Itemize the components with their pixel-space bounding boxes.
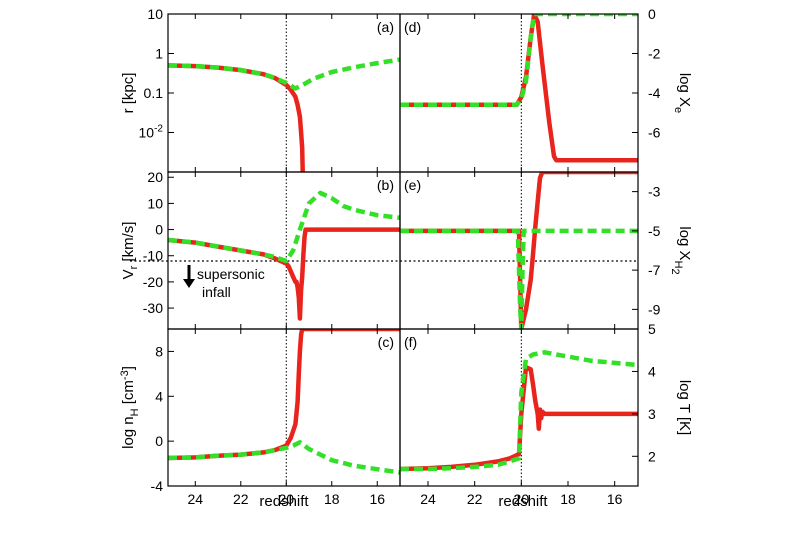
series-line-d-solid	[400, 14, 638, 163]
y-tick-label-b: -10	[143, 248, 163, 264]
y-tick-label-e: -3	[648, 184, 661, 200]
annotation-line-1: supersonic	[197, 266, 265, 282]
x-tick-label-f: 16	[607, 491, 623, 507]
y-tick-label-b: -30	[143, 300, 163, 316]
annotation-line-2: infall	[202, 284, 231, 300]
panel-frame-c	[167, 328, 401, 487]
y-tick-label-e: -9	[648, 301, 661, 317]
y-axis-label-group-f: log T [K]	[676, 380, 693, 435]
panel-tag-f: (f)	[404, 334, 417, 350]
y-axis-label-group-a: r [kpc]	[120, 73, 137, 114]
y-tick-label-c: 0	[155, 433, 163, 449]
y-axis-label-group-d: log Xe	[672, 73, 693, 113]
y-axis-label-a: r [kpc]	[120, 73, 137, 114]
y-tick-label-f: 5	[648, 321, 656, 337]
series-line-a-solid	[168, 63, 305, 172]
series-line-f-dashed	[400, 350, 638, 472]
series-line-c-solid	[168, 329, 400, 461]
y-tick-label-c: -4	[151, 478, 164, 494]
x-tick-label-c: 18	[324, 491, 340, 507]
y-tick-label-a: 10-2	[139, 124, 164, 141]
series-line-e-dashed	[400, 228, 638, 329]
y-tick-label-d: -6	[648, 125, 661, 141]
panel-tag-a: (a)	[377, 19, 394, 35]
series-line-b-dashed	[168, 190, 400, 264]
y-tick-label-b: 0	[155, 222, 163, 238]
y-tick-label-e: -7	[648, 262, 661, 278]
y-tick-label-c: 4	[155, 388, 163, 404]
series-line-d-dashed	[400, 14, 638, 108]
x-tick-label-c: 20	[278, 491, 294, 507]
x-tick-label-c: 24	[188, 491, 204, 507]
y-tick-label-d: 0	[648, 6, 656, 22]
y-tick-label-a: 1	[155, 46, 163, 62]
x-tick-label-f: 18	[560, 491, 576, 507]
panel-tag-d: (d)	[404, 19, 421, 35]
panel-tag-c: (c)	[378, 334, 394, 350]
infall-arrow-head	[183, 278, 195, 288]
y-tick-label-e: -5	[648, 223, 661, 239]
y-tick-label-f: 2	[648, 448, 656, 464]
y-tick-label-b: 10	[147, 195, 163, 211]
x-axis-label-1: redshift	[498, 493, 548, 510]
y-tick-label-b: -20	[143, 274, 163, 290]
series-line-c-dashed	[168, 440, 400, 475]
x-tick-label-f: 24	[420, 491, 436, 507]
y-tick-label-d: -4	[648, 85, 661, 101]
panel-tag-b: (b)	[377, 177, 394, 193]
x-tick-label-f: 22	[467, 491, 483, 507]
y-tick-label-a: 0.1	[144, 85, 164, 101]
y-axis-label-b: Vr [km/s]	[120, 222, 140, 280]
y-tick-label-f: 4	[648, 363, 656, 379]
y-axis-label-e: log XH2	[669, 226, 693, 274]
y-axis-label-group-e: log XH2	[669, 226, 693, 274]
y-axis-label-group-b: Vr [km/s]	[120, 222, 140, 280]
panel-tag-e: (e)	[404, 177, 421, 193]
panel-frame-a	[167, 13, 401, 173]
panel-frame-d	[399, 13, 639, 173]
series-line-a-dashed	[168, 57, 400, 91]
x-tick-label-c: 22	[233, 491, 249, 507]
panel-frame-f	[399, 328, 639, 487]
series-line-e-solid	[400, 172, 638, 329]
y-axis-label-f: log T [K]	[676, 380, 693, 435]
x-tick-label-f: 20	[514, 491, 530, 507]
y-tick-label-c: 8	[155, 343, 163, 359]
x-tick-label-c: 16	[369, 491, 385, 507]
panel-frame-b	[167, 171, 401, 330]
y-axis-label-group-c: log nH [cm-3]	[119, 366, 141, 449]
y-tick-label-a: 10	[147, 6, 163, 22]
x-axis-label-0: redshift	[259, 493, 309, 510]
y-axis-label-d: log Xe	[672, 73, 693, 113]
y-axis-label-c: log nH [cm-3]	[119, 366, 141, 449]
y-tick-label-f: 3	[648, 406, 656, 422]
y-tick-label-d: -2	[648, 46, 661, 62]
y-tick-label-b: 20	[147, 169, 163, 185]
